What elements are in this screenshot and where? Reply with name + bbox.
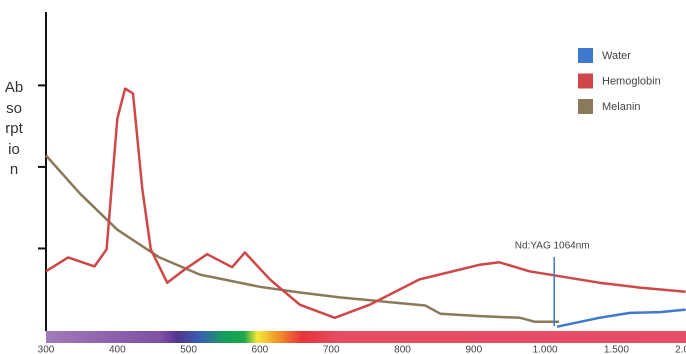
legend-swatch xyxy=(578,73,593,89)
legend-swatch xyxy=(578,48,593,63)
x-tick-label: 600 xyxy=(252,345,269,354)
legend-label: Melanin xyxy=(602,101,641,113)
annotation-text: Nd:YAG 1064nm xyxy=(515,241,590,252)
series-line xyxy=(45,154,560,324)
x-tick-label: 500 xyxy=(180,345,197,354)
series-line xyxy=(556,308,686,328)
x-tick-label: 1.500 xyxy=(604,345,629,354)
series-line xyxy=(45,87,686,320)
y-axis-label: Absorption xyxy=(4,79,24,178)
x-tick-label: 1.000 xyxy=(533,345,558,354)
legend-label: Water xyxy=(602,50,631,62)
legend-swatch xyxy=(578,99,593,114)
x-tick-label: 300 xyxy=(38,345,55,354)
x-tick-label: 800 xyxy=(394,345,411,354)
x-tick-label: 2.000 xyxy=(675,345,686,354)
x-tick-label: 900 xyxy=(465,345,482,354)
x-tick-label: 700 xyxy=(323,345,340,354)
legend-label: Hemoglobin xyxy=(602,75,661,87)
x-tick-label: 400 xyxy=(109,345,126,354)
spectrum-bar xyxy=(46,331,686,343)
